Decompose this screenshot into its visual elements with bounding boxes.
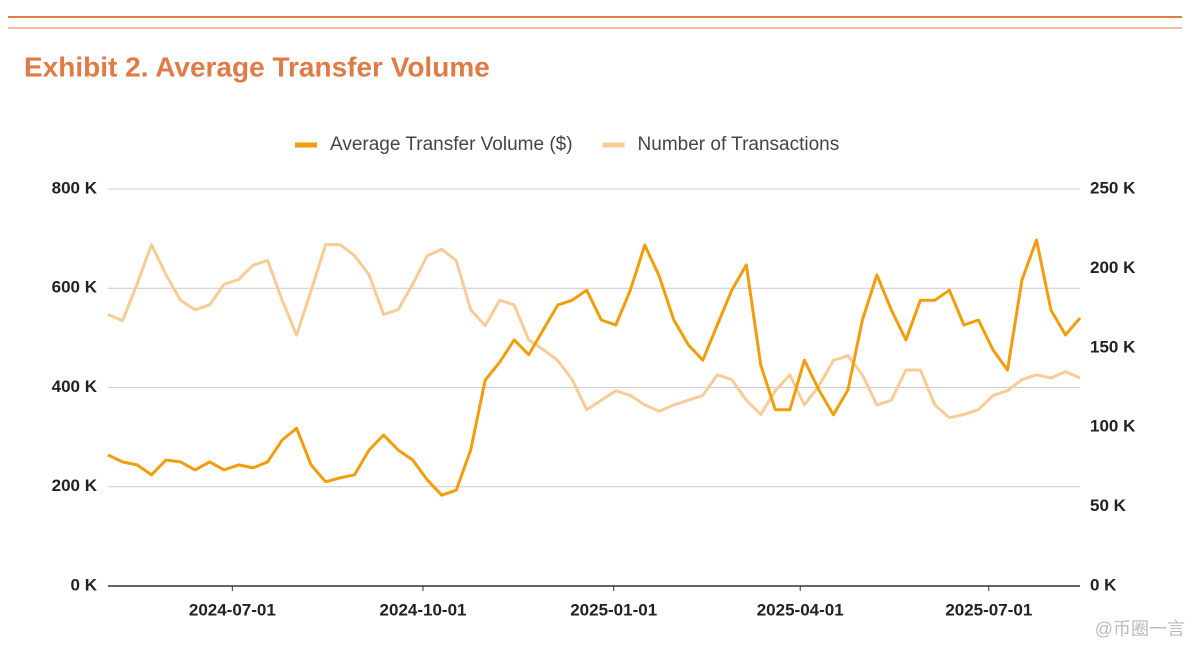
y2-tick-label: 100 K xyxy=(1090,417,1136,436)
y2-tick-label: 0 K xyxy=(1090,575,1117,594)
y2-tick-label: 250 K xyxy=(1090,178,1136,197)
y-tick-label: 400 K xyxy=(52,377,98,396)
legend-label: Number of Transactions xyxy=(638,134,840,155)
y2-tick-label: 50 K xyxy=(1090,496,1127,515)
chart-title: Exhibit 2. Average Transfer Volume xyxy=(24,51,490,82)
series-line xyxy=(107,238,1082,497)
legend-label: Average Transfer Volume ($) xyxy=(330,134,573,155)
y2-tick-label: 200 K xyxy=(1090,258,1136,277)
x-tick-label: 2025-07-01 xyxy=(945,600,1032,619)
x-tick-label: 2024-07-01 xyxy=(189,600,276,619)
y2-tick-label: 150 K xyxy=(1090,337,1136,356)
x-tick-label: 2024-10-01 xyxy=(380,600,467,619)
series-line xyxy=(107,243,1081,420)
y-tick-label: 800 K xyxy=(52,178,98,197)
watermark: @币圈一言 xyxy=(1095,619,1185,639)
x-tick-label: 2025-01-01 xyxy=(570,600,657,619)
y-tick-label: 0 K xyxy=(71,575,98,594)
y-tick-label: 200 K xyxy=(52,476,98,495)
x-tick-label: 2025-04-01 xyxy=(757,600,844,619)
y-tick-label: 600 K xyxy=(52,278,98,297)
